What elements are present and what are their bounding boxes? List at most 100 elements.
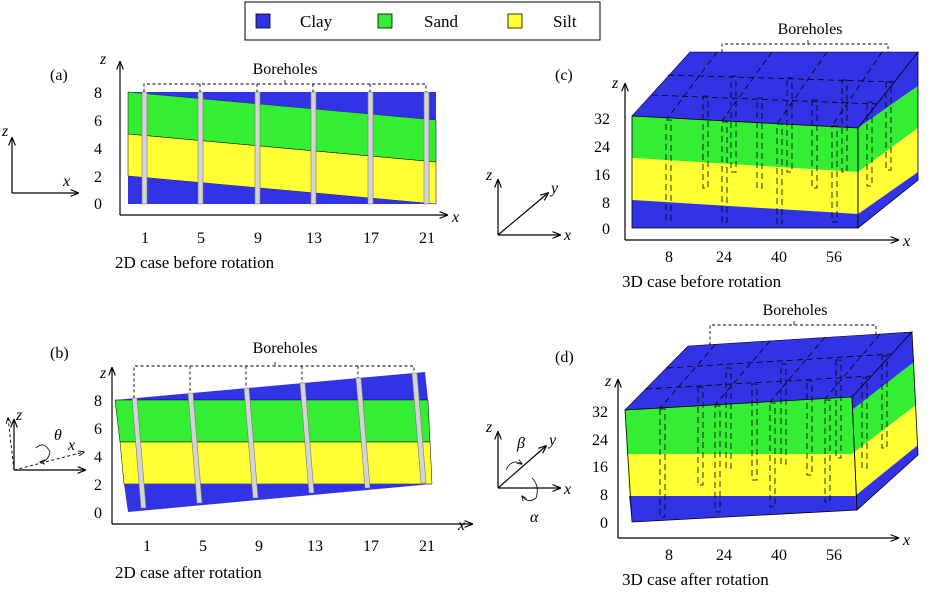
panel-d-orient-x-label: x bbox=[563, 481, 571, 498]
panel-c-z-tick: 32 bbox=[594, 111, 610, 128]
panel-d-x-tick: 40 bbox=[771, 547, 787, 564]
panel-a-z-tick: 0 bbox=[94, 196, 102, 213]
panel-a-z-tick: 8 bbox=[94, 85, 102, 102]
panel-c-x-tick: 24 bbox=[716, 249, 732, 266]
panel-d-boreholes-label: Boreholes bbox=[763, 302, 828, 319]
panel-b: (b) z x θ Boreholes bbox=[8, 340, 472, 582]
panel-c-orient-z-label: z bbox=[485, 167, 493, 184]
borehole bbox=[423, 91, 430, 205]
panel-a-caption: 2D case before rotation bbox=[115, 253, 275, 272]
panel-d-z-label: z bbox=[604, 373, 612, 390]
panel-d-x-tick: 56 bbox=[826, 547, 842, 564]
panel-a-x-tick: 17 bbox=[363, 230, 379, 247]
panel-c-z-tick: 24 bbox=[594, 139, 610, 156]
panel-b-theta-label: θ bbox=[54, 427, 62, 444]
panel-b-boreholes-label: Boreholes bbox=[253, 340, 318, 357]
panel-a-x-tick: 9 bbox=[254, 230, 262, 247]
panel-b-caption: 2D case after rotation bbox=[115, 563, 262, 582]
panel-b-z-tick: 0 bbox=[94, 505, 102, 522]
panel-d-z-tick: 32 bbox=[592, 404, 608, 421]
panel-c-front-clay bbox=[632, 200, 858, 228]
borehole bbox=[243, 387, 259, 499]
panel-c-orient-y-label: y bbox=[549, 180, 559, 197]
panel-a-x-tick: 1 bbox=[141, 230, 149, 247]
borehole bbox=[367, 91, 374, 205]
panel-c-side-sand bbox=[858, 86, 918, 172]
panel-b-z-label: z bbox=[99, 365, 107, 382]
legend-swatch-silt bbox=[507, 13, 523, 29]
panel-c-x-label: x bbox=[902, 233, 910, 250]
panel-d-x-tick: 24 bbox=[716, 547, 732, 564]
panel-b-x-tick: 13 bbox=[307, 538, 323, 555]
panel-a-orientation-axes: z x bbox=[1, 123, 78, 193]
panel-c-z-tick: 16 bbox=[594, 167, 610, 184]
panel-a-z-tick: 4 bbox=[94, 141, 102, 158]
panel-c-front-silt bbox=[632, 158, 858, 214]
panel-d-side-sand bbox=[852, 362, 916, 454]
panel-d-z-tick: 16 bbox=[592, 459, 608, 476]
panel-d-front-sand bbox=[625, 397, 852, 454]
borehole bbox=[299, 382, 315, 494]
panel-b-z-tick: 8 bbox=[94, 393, 102, 410]
panel-b-orient-x-label: x bbox=[67, 437, 75, 454]
panel-a-clay-bottom bbox=[128, 176, 436, 204]
panel-d-side-silt bbox=[852, 405, 918, 496]
panel-a-clay-top bbox=[128, 92, 436, 120]
panel-c-x-tick: 40 bbox=[771, 249, 787, 266]
panel-a-z-tick: 6 bbox=[94, 113, 102, 130]
panel-c-side-silt bbox=[858, 128, 918, 214]
panel-a-x-label: x bbox=[451, 209, 459, 226]
panel-b-x-label: x bbox=[457, 517, 465, 534]
panel-a-boreholes bbox=[141, 91, 430, 205]
panel-d-alpha-label: α bbox=[530, 509, 539, 526]
panel-d-orientation-axes: z x y β α bbox=[485, 419, 571, 526]
panel-a-x-tick: 5 bbox=[197, 230, 205, 247]
panel-b-tag: (b) bbox=[50, 345, 69, 362]
panel-a-z-label: z bbox=[99, 51, 107, 68]
panel-b-clay-top bbox=[115, 372, 428, 400]
borehole bbox=[197, 91, 204, 205]
legend-label-sand: Sand bbox=[424, 12, 459, 31]
legend-swatch-sand bbox=[377, 13, 393, 29]
panel-b-z-tick: 2 bbox=[94, 477, 102, 494]
panel-b-boreholes bbox=[131, 372, 427, 509]
panel-c-front-sand bbox=[632, 116, 858, 172]
borehole bbox=[131, 397, 147, 509]
panel-d-orient-z-label: z bbox=[485, 419, 493, 436]
panel-d-x-tick: 8 bbox=[665, 547, 673, 564]
borehole bbox=[310, 91, 317, 205]
panel-b-x-tick: 1 bbox=[143, 538, 151, 555]
panel-c-z-tick: 0 bbox=[602, 221, 610, 238]
panel-d-z-tick: 24 bbox=[592, 432, 608, 449]
panel-b-z-tick: 4 bbox=[94, 449, 102, 466]
panel-b-silt-layer bbox=[119, 441, 433, 485]
panel-d-orient-y-label: y bbox=[547, 432, 557, 449]
panel-a-x-tick: 21 bbox=[419, 230, 435, 247]
panel-a-z-tick: 2 bbox=[94, 169, 102, 186]
legend-label-silt: Silt bbox=[553, 12, 577, 31]
panel-b-x-tick: 9 bbox=[255, 538, 263, 555]
panel-c-x-tick: 56 bbox=[826, 249, 842, 266]
panel-c-z-tick: 8 bbox=[602, 195, 610, 212]
panel-c-orientation-axes: z x y bbox=[485, 167, 571, 244]
panel-b-x-tick: 21 bbox=[419, 538, 435, 555]
panel-d-front-clay bbox=[629, 496, 857, 522]
panel-c-x-tick: 8 bbox=[665, 249, 673, 266]
panel-a-orient-x-label: x bbox=[62, 173, 70, 190]
panel-d-beta-label: β bbox=[516, 435, 525, 452]
panel-b-x-tick: 5 bbox=[199, 538, 207, 555]
panel-d-front-silt bbox=[627, 454, 855, 496]
borehole bbox=[355, 377, 371, 489]
panel-d-tag: (d) bbox=[555, 349, 574, 366]
panel-b-sand-layer bbox=[114, 399, 431, 443]
panel-d-x-label: x bbox=[902, 532, 910, 549]
borehole bbox=[254, 91, 261, 205]
panel-d-caption: 3D case after rotation bbox=[622, 570, 769, 589]
legend: Clay Sand Silt bbox=[244, 1, 601, 41]
panel-c-side-clay-bottom bbox=[858, 172, 918, 228]
panel-a-boreholes-label: Boreholes bbox=[253, 61, 318, 78]
panel-d-side-clay-bottom bbox=[855, 445, 918, 510]
panel-d-z-tick: 0 bbox=[600, 515, 608, 532]
panel-d-side-clay-top bbox=[852, 332, 914, 410]
